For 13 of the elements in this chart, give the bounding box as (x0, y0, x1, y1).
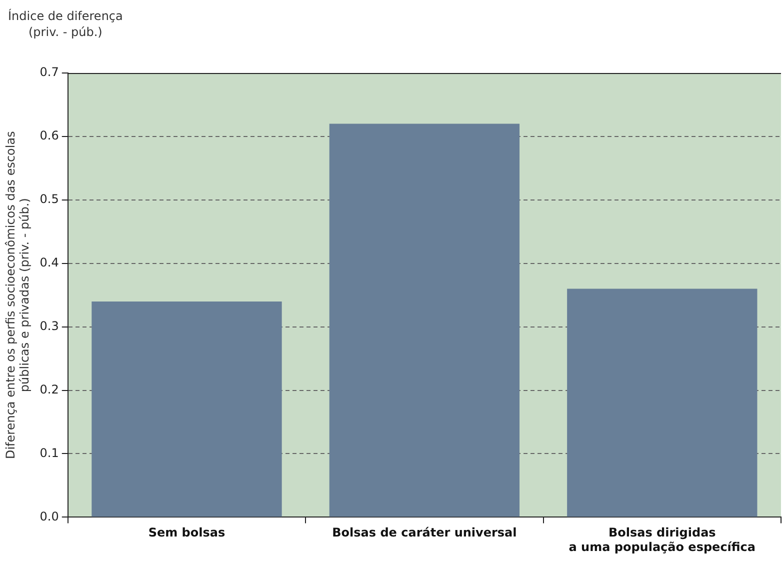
y-tick-label: 0.0 (40, 509, 59, 524)
y-tick-label: 0.3 (40, 318, 59, 333)
y-axis-title: Diferença entre os perfis socioeconômicos das escolas públicas e privadas (priv. - púb.) (3, 131, 32, 460)
y-tick-label: 0.5 (40, 192, 59, 206)
x-tick-label: Bolsas dirigidas a uma população específica (568, 526, 756, 554)
y-tick-label: 0.2 (40, 382, 59, 396)
y-tick-label: 0.6 (40, 128, 59, 143)
y-tick-label: 0.7 (40, 65, 59, 80)
y-tick-label: 0.1 (40, 446, 59, 460)
x-tick-label: Sem bolsas (148, 526, 226, 540)
chart-title: Índice de diferença (priv. - púb.) (8, 8, 123, 40)
x-tick-label: Bolsas de caráter universal (332, 526, 517, 540)
y-tick-label: 0.4 (40, 255, 59, 270)
